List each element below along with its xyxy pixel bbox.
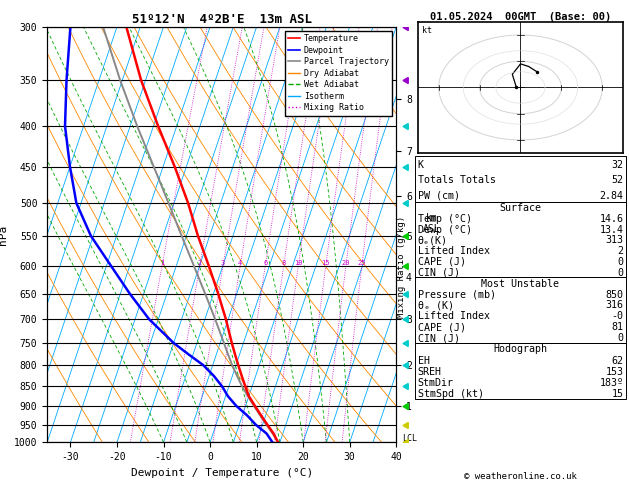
Text: LCL: LCL [402, 434, 417, 443]
Text: kt: kt [423, 26, 432, 35]
Text: Hodograph: Hodograph [494, 345, 547, 354]
Y-axis label: hPa: hPa [0, 225, 8, 244]
Text: 20: 20 [342, 260, 350, 266]
Text: 0: 0 [617, 333, 623, 343]
Text: 2: 2 [617, 246, 623, 256]
Text: 4: 4 [238, 260, 242, 266]
Text: Pressure (mb): Pressure (mb) [418, 290, 496, 299]
Text: 8: 8 [282, 260, 286, 266]
Text: 01.05.2024  00GMT  (Base: 00): 01.05.2024 00GMT (Base: 00) [430, 12, 611, 22]
Text: Most Unstable: Most Unstable [481, 278, 560, 289]
Legend: Temperature, Dewpoint, Parcel Trajectory, Dry Adiabat, Wet Adiabat, Isotherm, Mi: Temperature, Dewpoint, Parcel Trajectory… [284, 31, 392, 116]
Text: 25: 25 [357, 260, 366, 266]
Text: Lifted Index: Lifted Index [418, 246, 489, 256]
Text: 1: 1 [160, 260, 164, 266]
Text: Mixing Ratio (g/kg): Mixing Ratio (g/kg) [397, 216, 406, 318]
Text: 15: 15 [321, 260, 330, 266]
Text: 6: 6 [263, 260, 267, 266]
Text: 14.6: 14.6 [599, 214, 623, 224]
Text: 13.4: 13.4 [599, 225, 623, 235]
Text: 316: 316 [605, 300, 623, 311]
Text: 850: 850 [605, 290, 623, 299]
Text: 153: 153 [605, 367, 623, 377]
Text: CIN (J): CIN (J) [418, 268, 460, 278]
Text: CAPE (J): CAPE (J) [418, 257, 465, 267]
Text: 3: 3 [221, 260, 225, 266]
Text: 62: 62 [611, 356, 623, 365]
Text: 15: 15 [611, 389, 623, 399]
Text: K: K [418, 160, 424, 170]
Text: 0: 0 [617, 268, 623, 278]
Text: StmDir: StmDir [418, 378, 454, 388]
Y-axis label: km
ASL: km ASL [423, 213, 440, 235]
Text: 32: 32 [611, 160, 623, 170]
Text: Lifted Index: Lifted Index [418, 312, 489, 321]
Text: Temp (°C): Temp (°C) [418, 214, 472, 224]
Text: Dewp (°C): Dewp (°C) [418, 225, 472, 235]
Text: StmSpd (kt): StmSpd (kt) [418, 389, 484, 399]
Text: -0: -0 [611, 312, 623, 321]
Text: Surface: Surface [499, 203, 542, 213]
Text: 183º: 183º [599, 378, 623, 388]
Text: PW (cm): PW (cm) [418, 191, 460, 201]
Title: 51º12'N  4º2B'E  13m ASL: 51º12'N 4º2B'E 13m ASL [131, 13, 312, 26]
Text: EH: EH [418, 356, 430, 365]
Text: CIN (J): CIN (J) [418, 333, 460, 343]
Text: 52: 52 [611, 175, 623, 185]
Text: 10: 10 [294, 260, 303, 266]
X-axis label: Dewpoint / Temperature (°C): Dewpoint / Temperature (°C) [131, 468, 313, 478]
Text: 2: 2 [198, 260, 202, 266]
Text: 313: 313 [605, 235, 623, 245]
Text: 81: 81 [611, 322, 623, 332]
Text: SREH: SREH [418, 367, 442, 377]
Text: θₑ(K): θₑ(K) [418, 235, 448, 245]
Text: Totals Totals: Totals Totals [418, 175, 496, 185]
Text: 2.84: 2.84 [599, 191, 623, 201]
Text: CAPE (J): CAPE (J) [418, 322, 465, 332]
Text: © weatheronline.co.uk: © weatheronline.co.uk [464, 472, 577, 481]
Text: θₑ (K): θₑ (K) [418, 300, 454, 311]
Text: 0: 0 [617, 257, 623, 267]
